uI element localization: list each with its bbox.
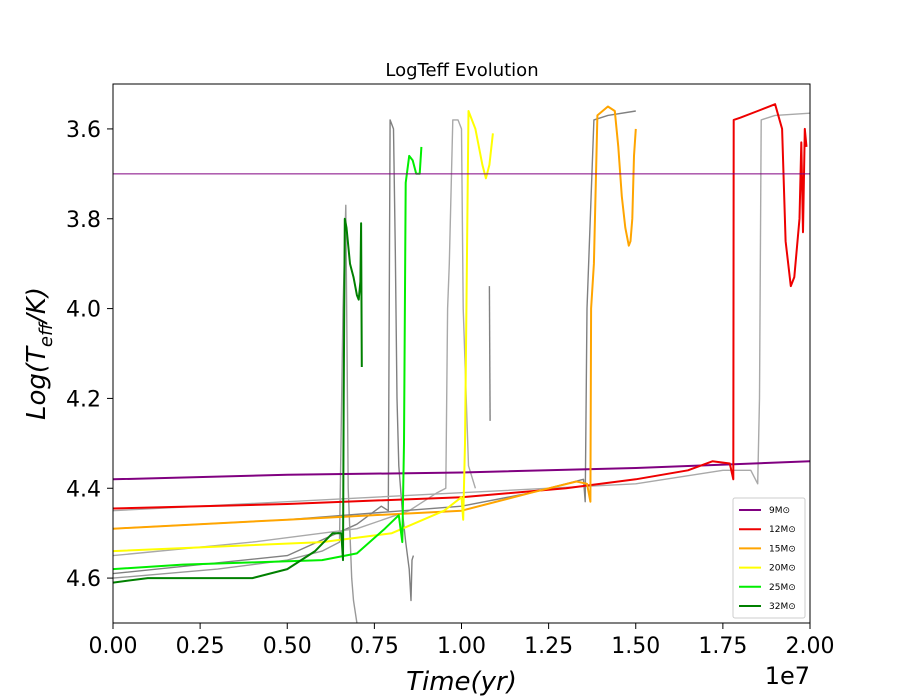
x-axis-label: Time(yr) xyxy=(406,667,517,697)
chart-title: LogTeff Evolution xyxy=(385,60,538,81)
x-offset-label: 1e7 xyxy=(765,662,810,690)
x-tick-label: 1.50 xyxy=(611,634,660,659)
x-tick-label: 0.50 xyxy=(263,634,312,659)
y-axis-label: Log(Teff/K) xyxy=(22,287,57,420)
axes: 0.00 0.25 0.50 0.75 1.00 1.25 1.50 1.75 2.00 3.6 3… xyxy=(22,83,835,697)
series-line-3 xyxy=(113,105,637,530)
y-tick-label: 4.4 xyxy=(66,477,101,502)
x-tick-label: 1.00 xyxy=(437,634,486,659)
series-line-2 xyxy=(113,103,808,510)
gray-track-6 xyxy=(488,286,491,421)
y-tick-label: 3.8 xyxy=(66,208,101,233)
y-tick-label: 4.0 xyxy=(66,298,101,323)
x-tick-label: 0.75 xyxy=(350,634,399,659)
gray-track-2 xyxy=(113,204,358,623)
x-tick-label: 0.25 xyxy=(176,634,225,659)
legend: 9M⊙ 12M⊙ 15M⊙ 20M⊙ 25M⊙ 32M⊙ xyxy=(732,497,806,619)
plot-area xyxy=(113,103,810,623)
legend-label: 15M⊙ xyxy=(769,544,796,554)
series-line-1 xyxy=(113,460,810,481)
x-tick-label: 2.00 xyxy=(786,634,835,659)
y-tick-label: 4.2 xyxy=(66,387,101,412)
legend-label: 25M⊙ xyxy=(769,583,796,593)
series-line-4 xyxy=(113,110,494,553)
gray-track-3 xyxy=(113,119,477,557)
legend-label: 9M⊙ xyxy=(769,506,790,516)
x-tick-label: 1.25 xyxy=(524,634,573,659)
legend-label: 32M⊙ xyxy=(769,602,796,612)
y-tick-label: 3.6 xyxy=(66,118,101,143)
legend-label: 20M⊙ xyxy=(769,564,796,574)
legend-box xyxy=(732,497,806,619)
series-line-5 xyxy=(113,146,423,571)
x-tick-label: 1.75 xyxy=(698,634,747,659)
legend-label: 12M⊙ xyxy=(769,525,796,535)
y-tick-label: 4.6 xyxy=(66,567,101,592)
series-line-6 xyxy=(113,217,363,584)
x-tick-label: 0.00 xyxy=(89,634,138,659)
gray-track-1 xyxy=(113,119,415,602)
